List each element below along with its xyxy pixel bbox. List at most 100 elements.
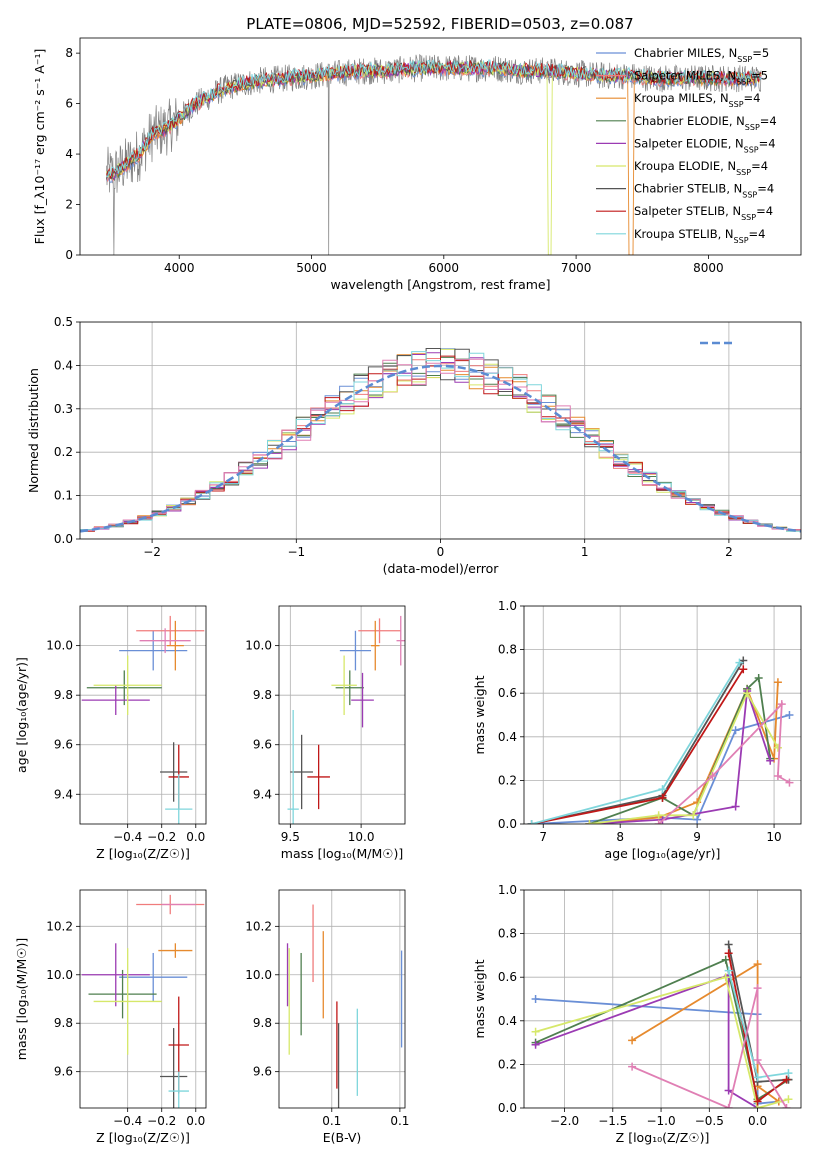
y-axis-label: Flux [f_λ10⁻¹⁷ erg cm⁻² s⁻¹ A⁻¹] bbox=[32, 49, 47, 245]
plot-area-mass_vs_EBV bbox=[279, 890, 405, 1108]
weight-marker bbox=[724, 1086, 733, 1095]
legend-label: Kroupa ELODIE, NSSP=4 bbox=[634, 159, 768, 177]
x-tick-label: −0.2 bbox=[147, 1114, 176, 1128]
y-tick-label: 0.3 bbox=[54, 402, 73, 416]
y-tick-label: 2 bbox=[65, 198, 73, 212]
weight-marker bbox=[731, 726, 740, 735]
weight-marker bbox=[773, 678, 782, 687]
x-tick-label: −1.0 bbox=[646, 1114, 675, 1128]
weight-marker bbox=[689, 811, 698, 820]
axes-frame bbox=[79, 37, 802, 256]
plot-area-age_vs_mass bbox=[279, 606, 405, 824]
x-tick-label: 5000 bbox=[296, 261, 327, 275]
y-axis-label: Normed distribution bbox=[26, 368, 41, 493]
axes-frame bbox=[523, 889, 802, 1109]
panel-mass_vs_EBV: 0.1 0.1 9.6 9.8 10.0 10.2 E(B-V) bbox=[245, 889, 409, 1145]
x-tick-label: 8 bbox=[616, 830, 624, 844]
y-tick-label: 9.8 bbox=[54, 1016, 73, 1030]
x-tick-label: 1 bbox=[581, 545, 589, 559]
axes-frame bbox=[79, 321, 802, 540]
x-tick-label: 9.5 bbox=[281, 830, 300, 844]
legend-label: Chabrier ELODIE, NSSP=4 bbox=[634, 114, 777, 132]
weight-marker bbox=[766, 756, 775, 765]
weight-marker bbox=[743, 689, 752, 698]
x-tick-label: −0.2 bbox=[147, 830, 176, 844]
histogram-line bbox=[80, 358, 801, 532]
weight-line bbox=[535, 976, 789, 1108]
panel-residuals: −2 −1 0 1 2 0.0 0.1 0.2 0.3 0.4 0.5 (data-model)/er… bbox=[26, 315, 802, 576]
axes-frame bbox=[79, 889, 207, 1109]
x-tick-label: −2 bbox=[143, 545, 161, 559]
legend-label: Salpeter MILES, NSSP=5 bbox=[634, 69, 768, 87]
y-tick-label: 9.4 bbox=[54, 787, 73, 801]
y-tick-label: 0.6 bbox=[498, 686, 517, 700]
legend-label: Kroupa STELIB, NSSP=4 bbox=[634, 227, 765, 245]
axes-frame bbox=[278, 889, 406, 1109]
x-tick-label: 7 bbox=[539, 830, 547, 844]
panel-spectrum: 4000 5000 6000 7000 8000 0 2 4 6 8 wavelength [Ang… bbox=[32, 37, 802, 292]
y-axis-label: age [log₁₀(age/yr)] bbox=[14, 657, 29, 773]
weight-marker bbox=[658, 793, 667, 802]
axes-frame bbox=[79, 605, 207, 825]
weight-marker bbox=[782, 1104, 791, 1108]
y-tick-label: 0.2 bbox=[54, 445, 73, 459]
y-tick-label: 4 bbox=[65, 147, 73, 161]
y-axis-label: mass [log₁₀(M/M☉)] bbox=[14, 938, 29, 1060]
y-tick-label: 0.5 bbox=[54, 315, 73, 329]
x-axis-label: Z [log₁₀(Z/Z☉)] bbox=[96, 846, 190, 861]
axes-frame bbox=[523, 605, 802, 825]
weight-marker bbox=[658, 785, 667, 794]
x-axis-label: age [log₁₀(age/yr)] bbox=[605, 846, 721, 861]
weight-marker bbox=[531, 1040, 540, 1049]
x-tick-label: −0.5 bbox=[695, 1114, 724, 1128]
y-tick-label: 9.8 bbox=[253, 1016, 272, 1030]
weight-marker bbox=[773, 743, 782, 752]
y-tick-label: 9.4 bbox=[253, 787, 272, 801]
y-tick-label: 10.0 bbox=[245, 639, 272, 653]
legend-label: Chabrier MILES, NSSP=5 bbox=[634, 46, 769, 64]
x-tick-label: 9 bbox=[693, 830, 701, 844]
plot-area-spectrum bbox=[106, 53, 762, 255]
y-tick-label: 0.4 bbox=[498, 730, 517, 744]
x-axis-label: mass [log₁₀(M/M☉)] bbox=[281, 846, 403, 861]
plot-area-weights_vs_Z bbox=[524, 890, 801, 1108]
x-axis-label: Z [log₁₀(Z/Z☉)] bbox=[616, 1130, 710, 1145]
plot-area-mass_vs_Z bbox=[80, 890, 206, 1108]
plot-area-weights_vs_age bbox=[524, 606, 801, 824]
y-tick-label: 0.8 bbox=[498, 927, 517, 941]
x-tick-label: −0.4 bbox=[113, 830, 142, 844]
weight-marker bbox=[785, 711, 794, 719]
y-tick-label: 0.8 bbox=[498, 643, 517, 657]
weight-marker bbox=[628, 1036, 637, 1045]
x-tick-label: 0.0 bbox=[186, 1114, 205, 1128]
weight-marker bbox=[724, 949, 733, 958]
panel-weights_vs_Z: −2.0 −1.5 −1.0 −0.5 0.0 0.0 0.2 0.4 0.6 0.8 1.0 Z [… bbox=[472, 883, 802, 1145]
weight-marker bbox=[527, 820, 536, 824]
weight-marker bbox=[724, 966, 733, 975]
weight-marker bbox=[753, 1056, 762, 1065]
y-tick-label: 10.0 bbox=[245, 968, 272, 982]
weight-marker bbox=[731, 802, 740, 811]
weight-marker bbox=[735, 658, 744, 667]
x-tick-label: 10.0 bbox=[348, 830, 375, 844]
y-tick-label: 10.0 bbox=[46, 968, 73, 982]
y-tick-label: 0 bbox=[65, 248, 73, 262]
weight-line bbox=[535, 973, 759, 1108]
x-tick-label: 0.1 bbox=[322, 1114, 341, 1128]
y-tick-label: 0.1 bbox=[54, 489, 73, 503]
x-tick-label: −1.5 bbox=[598, 1114, 627, 1128]
plot-area-age_vs_Z bbox=[80, 606, 206, 824]
x-axis-label: wavelength [Angstrom, rest frame] bbox=[330, 277, 550, 292]
x-tick-label: 4000 bbox=[164, 261, 195, 275]
model-line-kroupa-stelib bbox=[106, 59, 762, 178]
model-line-salpeter-stelib bbox=[106, 60, 762, 179]
spectrum-title: PLATE=0806, MJD=52592, FIBERID=0503, z=0… bbox=[246, 15, 633, 33]
y-tick-label: 6 bbox=[65, 97, 73, 111]
gaussian-curve bbox=[80, 364, 801, 533]
legend-label: Chabrier STELIB, NSSP=4 bbox=[634, 182, 774, 200]
weight-marker bbox=[531, 995, 540, 1003]
weight-marker bbox=[784, 1095, 793, 1104]
weight-marker bbox=[724, 940, 733, 949]
y-tick-label: 0.0 bbox=[498, 1101, 517, 1115]
y-tick-label: 0.6 bbox=[498, 970, 517, 984]
